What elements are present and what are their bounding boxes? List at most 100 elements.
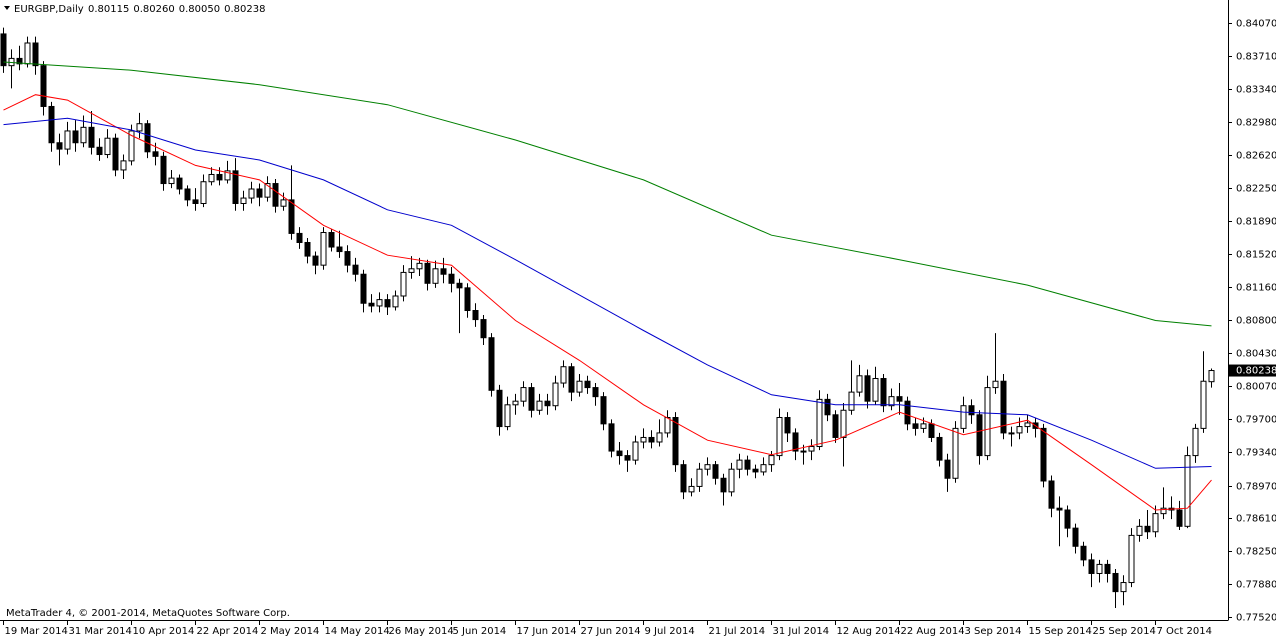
candle-body [312,255,319,266]
candle-body [976,414,983,457]
candle-body [280,199,287,207]
candle-body [80,126,87,144]
candle-body [696,468,703,487]
candle-body [32,42,39,67]
candle-body [640,436,647,443]
candle-body [680,464,687,493]
candle-body [272,183,279,207]
y-tick-label: 0.78610 [1236,514,1276,525]
candle-body [816,398,823,448]
candle-body [112,137,119,171]
candle-body [536,400,543,411]
candle-body [960,405,967,429]
candle-body [688,485,695,493]
candle-body [1184,455,1191,527]
candle-body [896,396,903,402]
candle-body [752,468,759,473]
candle-body [184,188,191,201]
candle-body [832,414,839,438]
candle-body [232,170,239,204]
y-tick-label: 0.77880 [1236,580,1276,591]
candle-body [760,464,767,473]
candle-body [96,146,103,156]
y-tick-label: 0.82250 [1236,184,1276,195]
candle-body [984,387,991,457]
candle-body [1112,572,1119,593]
candle-body [496,389,503,428]
y-tick-label: 0.83710 [1236,52,1276,63]
candle-body [1144,525,1151,533]
candle-body [744,459,751,470]
x-tick-label: 27 Jun 2014 [581,626,641,637]
candle-body [1176,509,1183,527]
x-tick-label: 17 Jun 2014 [517,626,577,637]
candle-body [360,273,367,304]
candle-body [368,302,375,307]
candle-body [720,477,727,493]
candle-body [480,319,487,339]
candle-body [136,123,143,132]
header-value: 0.80238 [224,4,265,15]
x-tick-label: 9 Jul 2014 [645,626,695,637]
candle-body [520,387,527,402]
candle-body [792,432,799,452]
candle-body [840,409,847,438]
candle-body [144,123,151,153]
candle-body [448,273,455,284]
y-tick-label: 0.78970 [1236,482,1276,493]
candle-body [224,170,231,181]
y-tick-label: 0.80070 [1236,382,1276,393]
candle-body [24,42,31,65]
y-tick-label: 0.81160 [1236,283,1276,294]
candle-body [456,282,463,289]
moving-average [3,94,1212,511]
candle-body [632,441,639,461]
candle-body [424,262,431,284]
candle-body [1192,427,1199,457]
candle-body [120,160,127,171]
candle-body [1056,507,1063,511]
candle-body [824,398,831,416]
candle-body [784,417,791,434]
candle-body [248,188,255,199]
x-tick-label: 22 Aug 2014 [901,626,965,637]
candle-body [560,366,567,384]
header-values: 0.80115 0.80260 0.80050 0.80238 [88,4,265,15]
x-tick-label: 21 Jul 2014 [709,626,766,637]
candle-body [256,188,263,198]
copyright: MetaTrader 4, © 2001-2014, MetaQuotes So… [6,608,290,619]
candle-body [944,459,951,479]
candle-body [952,427,959,479]
x-tick-label: 19 Mar 2014 [5,626,68,637]
candle-body [648,436,655,443]
x-tick-label: 31 Mar 2014 [69,626,132,637]
candle-body [552,382,559,407]
candle-body [856,375,863,393]
candle-body [88,126,95,148]
candle-body [168,177,175,185]
candle-body [568,366,575,393]
y-tick-label: 0.79700 [1236,415,1276,426]
y-tick-label: 0.78250 [1236,547,1276,558]
candle-body [864,375,871,402]
x-tick-label: 7 Oct 2014 [1157,626,1212,637]
header-value: 0.80260 [133,4,174,15]
menu-arrow[interactable] [4,6,10,10]
candle-body [1136,525,1143,536]
candle-body [192,199,199,204]
candle-body [1128,534,1135,584]
candle-body [608,423,615,452]
moving-average [3,61,1212,327]
y-tick-label: 0.81890 [1236,217,1276,228]
x-tick-label: 14 May 2014 [325,626,390,637]
candle-body [16,57,23,65]
candle-body [296,232,303,243]
x-tick-label: 15 Sep 2014 [1029,626,1092,637]
candle-body [48,105,55,144]
candle-body [1104,563,1111,574]
price-label-box [1229,364,1276,377]
candle-body [1040,427,1047,482]
candle-body [592,387,599,398]
y-tick-label: 0.77520 [1236,613,1276,624]
